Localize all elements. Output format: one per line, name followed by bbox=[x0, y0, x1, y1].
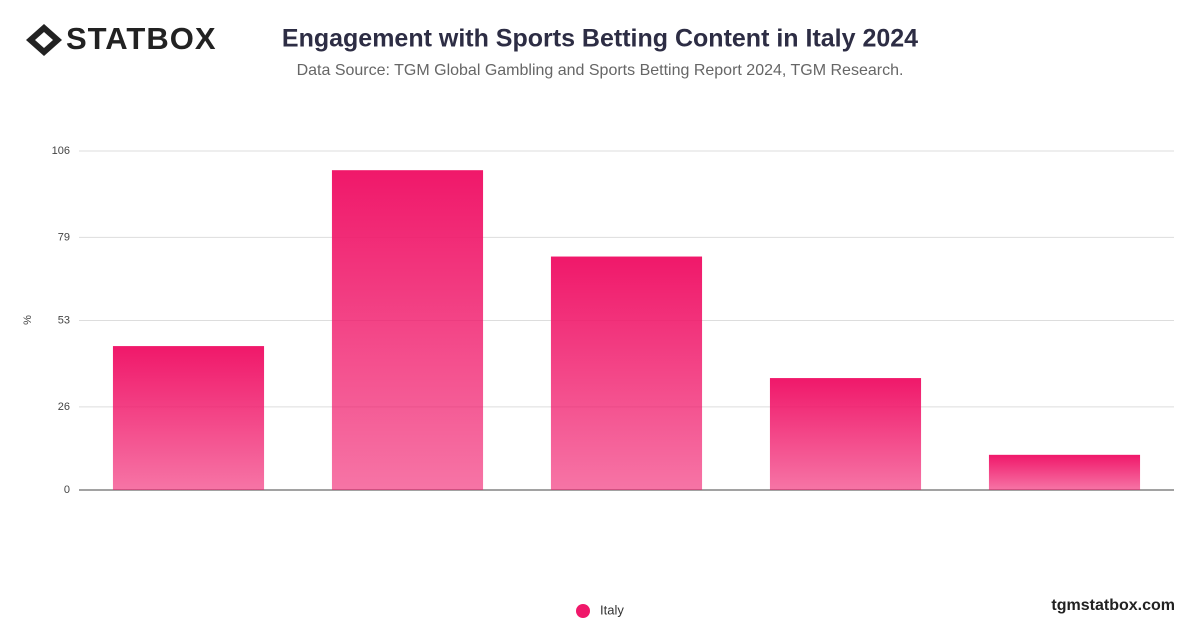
legend-label: Italy bbox=[600, 602, 624, 617]
bar bbox=[550, 256, 703, 490]
logo-icon bbox=[26, 24, 62, 56]
y-tick-label: 26 bbox=[58, 401, 70, 413]
bar bbox=[769, 378, 922, 490]
bar bbox=[331, 170, 484, 491]
site-url: tgmstatbox.com bbox=[1051, 597, 1175, 614]
legend-marker bbox=[576, 604, 590, 618]
y-tick-label: 106 bbox=[52, 145, 70, 157]
bar bbox=[112, 346, 265, 490]
logo: STATBOX bbox=[66, 21, 217, 56]
y-tick-label: 79 bbox=[58, 231, 70, 243]
y-tick-label: 53 bbox=[58, 314, 70, 326]
chart-subtitle: Data Source: TGM Global Gambling and Spo… bbox=[297, 62, 904, 79]
bar bbox=[988, 454, 1141, 490]
y-tick-label: 0 bbox=[64, 484, 70, 496]
y-axis-label: % bbox=[22, 315, 34, 325]
chart-title: Engagement with Sports Betting Content i… bbox=[282, 25, 918, 53]
